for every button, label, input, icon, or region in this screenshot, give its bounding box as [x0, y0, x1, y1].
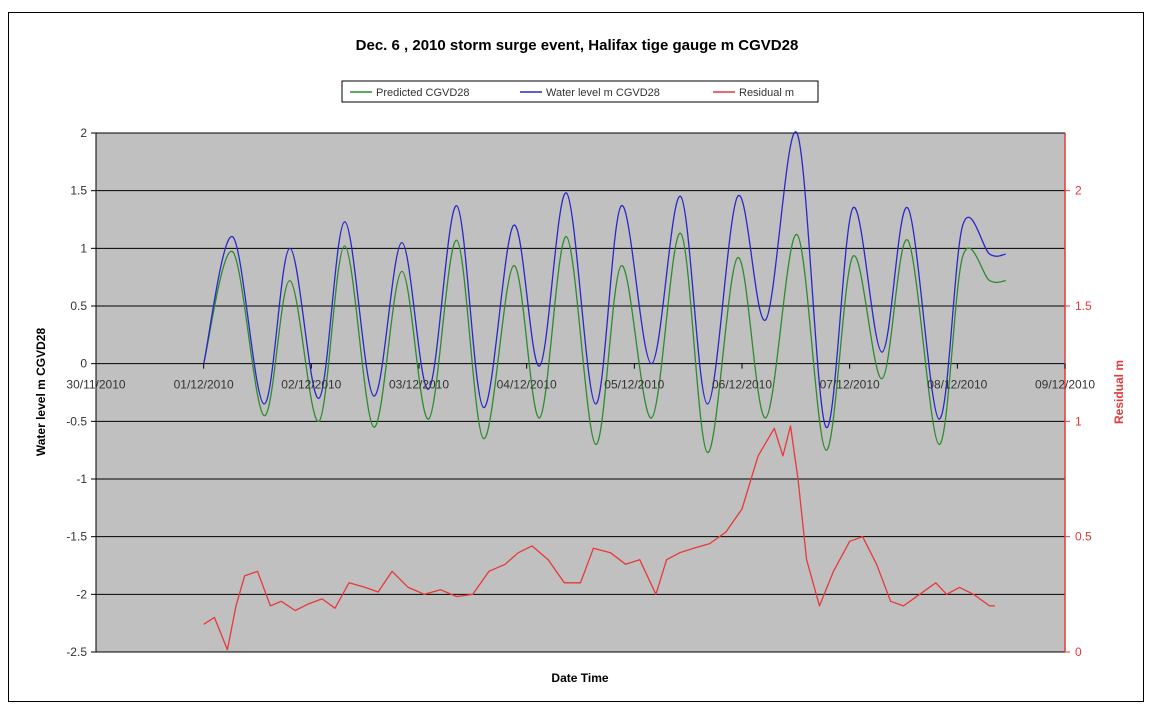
y2-tick-label: 0.5: [1075, 530, 1092, 544]
x-tick-label: 07/12/2010: [820, 378, 880, 392]
x-tick-label: 30/11/2010: [66, 378, 125, 392]
y-tick-label: 1.5: [70, 184, 87, 198]
plot-area: [95, 132, 1066, 653]
legend-label-residual: Residual m: [739, 87, 794, 99]
x-tick-labels: 30/11/2010 01/12/2010 02/12/2010 03/12/2010…: [66, 363, 1095, 392]
x-tick-label: 02/12/2010: [281, 378, 341, 392]
x-tick-label: 03/12/2010: [389, 378, 449, 392]
y-tick-label: -2: [76, 587, 87, 601]
y-tick-label: -1: [76, 472, 87, 486]
y-tick-label: 1: [80, 241, 87, 255]
y-tick-label: 0.5: [70, 299, 87, 313]
series-layer: [203, 131, 1006, 651]
legend: Predicted CGVD28 Water level m CGVD28 Re…: [341, 80, 819, 103]
legend-label-water-level: Water level m CGVD28: [546, 87, 660, 99]
chart-title: Dec. 6 , 2010 storm surge event, Halifax…: [356, 37, 799, 54]
y-tick-label: -1.5: [66, 530, 87, 544]
x-tick-label: 04/12/2010: [497, 378, 557, 392]
left-tick-labels: 2 1.5 1 0.5 0 -0.5 -1 -1.5 -2 -2.5: [66, 126, 96, 659]
x-tick-label: 09/12/2010: [1035, 378, 1095, 392]
x-tick-label: 08/12/2010: [927, 378, 987, 392]
y-tick-label: -2.5: [66, 645, 87, 659]
x-tick-label: 05/12/2010: [604, 378, 664, 392]
gridlines: [96, 132, 1065, 653]
y2-tick-label: 1.5: [1075, 299, 1092, 313]
y-tick-label: 0: [80, 357, 87, 371]
y2-axis-label: Residual m: [1112, 360, 1126, 424]
series-residual-line: [203, 425, 995, 651]
x-tick-label: 06/12/2010: [712, 378, 772, 392]
x-axis-label: Date Time: [551, 671, 608, 685]
y-axis-label: Water level m CGVD28: [34, 328, 48, 457]
series-water-level-line: [203, 131, 1006, 428]
legend-box: [341, 80, 819, 103]
legend-label-predicted: Predicted CGVD28: [376, 87, 470, 99]
y2-tick-label: 1: [1075, 414, 1082, 428]
series-predicted-line: [203, 232, 1006, 454]
x-tick-label: 01/12/2010: [174, 378, 234, 392]
right-tick-labels: 2 1.5 1 0.5 0: [1065, 184, 1092, 659]
y2-tick-label: 2: [1075, 184, 1082, 198]
y-tick-label: -0.5: [66, 414, 87, 428]
y-tick-label: 2: [80, 126, 87, 140]
y2-tick-label: 0: [1075, 645, 1082, 659]
